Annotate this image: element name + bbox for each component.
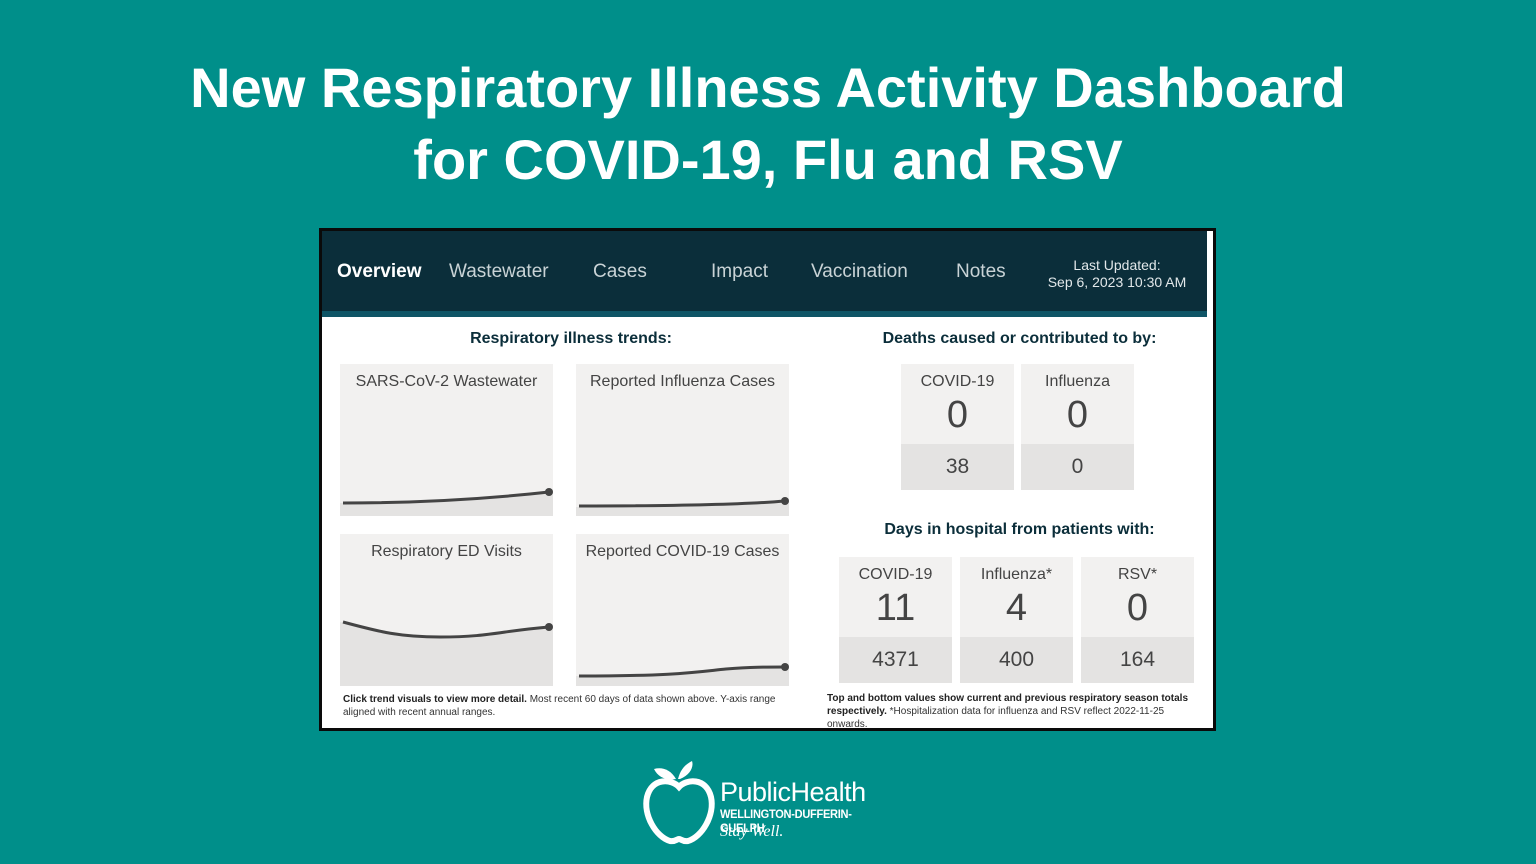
stat-name: Influenza*	[980, 566, 1053, 583]
trend-card-label: Reported Influenza Cases	[590, 373, 775, 390]
hospital-footnote: Top and bottom values show current and p…	[827, 692, 1202, 728]
tab-wastewater[interactable]: Wastewater	[449, 261, 549, 282]
stat-previous: 400	[960, 637, 1073, 683]
hospital-title: Days in hospital from patients with:	[884, 521, 1155, 538]
trend-card-influenza[interactable]: Reported Influenza Cases	[576, 364, 789, 516]
tab-notes[interactable]: Notes	[956, 261, 1006, 282]
stat-name: Influenza	[1045, 373, 1110, 390]
hospital-card-rsv: RSV* 0 164	[1081, 557, 1194, 683]
stat-name: RSV*	[1117, 566, 1158, 583]
logo-region: WELLINGTON-DUFFERIN-GUELPH	[720, 807, 852, 835]
hospital-footnote-bold: Top and bottom values show current and p…	[827, 693, 1189, 717]
trends-footnote-rest: Most recent 60 days of data shown above.…	[343, 694, 776, 718]
stat-current: 0	[946, 394, 969, 436]
logo-tagline: Stay Well.	[720, 823, 784, 840]
tab-overview[interactable]: Overview	[337, 261, 422, 282]
sparkline-chart	[340, 488, 553, 516]
trend-card-covid-cases[interactable]: Reported COVID-19 Cases	[576, 534, 789, 686]
tab-cases[interactable]: Cases	[593, 261, 647, 282]
trend-card-label: Respiratory ED Visits	[371, 543, 522, 560]
dashboard-screenshot-frame: Overview Wastewater Cases Impact Vaccina…	[319, 228, 1216, 731]
headline-line-2: for COVID-19, Flu and RSV	[413, 128, 1123, 191]
dashboard: Overview Wastewater Cases Impact Vaccina…	[322, 231, 1213, 728]
headline: New Respiratory Illness Activity Dashboa…	[0, 52, 1536, 196]
last-updated: Last Updated: Sep 6, 2023 10:30 AM	[1032, 257, 1202, 291]
stat-current: 0	[1066, 394, 1089, 436]
tab-impact[interactable]: Impact	[711, 261, 769, 282]
last-updated-label: Last Updated:	[1073, 257, 1161, 273]
hospital-card-influenza: Influenza* 4 400	[960, 557, 1073, 683]
headline-line-1: New Respiratory Illness Activity Dashboa…	[190, 56, 1346, 119]
trends-footnote: Click trend visuals to view more detail.…	[343, 693, 793, 719]
trend-card-wastewater[interactable]: SARS-CoV-2 Wastewater	[340, 364, 553, 516]
stat-previous: 0	[1021, 444, 1134, 490]
last-updated-value: Sep 6, 2023 10:30 AM	[1047, 274, 1187, 290]
public-health-logo: PublicHealth WELLINGTON-DUFFERIN-GUELPH …	[642, 757, 902, 847]
stat-previous: 38	[901, 444, 1014, 490]
apple-icon	[643, 761, 715, 845]
stat-name: COVID-19	[920, 373, 995, 390]
stat-current: 0	[1126, 587, 1149, 629]
trend-card-ed-visits[interactable]: Respiratory ED Visits	[340, 534, 553, 686]
trends-footnote-bold: Click trend visuals to view more detail.	[343, 694, 527, 705]
frame-edge	[1207, 231, 1213, 317]
sparkline-chart	[576, 663, 789, 686]
stat-current: 4	[1005, 587, 1028, 629]
hospital-card-covid: COVID-19 11 4371	[839, 557, 952, 683]
deaths-title: Deaths caused or contributed to by:	[882, 330, 1157, 347]
deaths-card-covid: COVID-19 0 38	[901, 364, 1014, 490]
sparkline-chart	[576, 497, 789, 516]
deaths-card-influenza: Influenza 0 0	[1021, 364, 1134, 490]
stat-previous: 164	[1081, 637, 1194, 683]
hospital-footnote-rest: *Hospitalization data for influenza and …	[827, 706, 1165, 728]
stat-previous: 4371	[839, 637, 952, 683]
logo-brand: PublicHealth	[720, 777, 866, 807]
trend-card-label: SARS-CoV-2 Wastewater	[355, 373, 538, 390]
dashboard-nav: Overview Wastewater Cases Impact Vaccina…	[322, 231, 1210, 317]
tab-vaccination[interactable]: Vaccination	[811, 261, 908, 282]
stat-name: COVID-19	[858, 566, 933, 583]
trends-title: Respiratory illness trends:	[470, 330, 672, 347]
stat-current: 11	[875, 587, 916, 629]
trend-card-label: Reported COVID-19 Cases	[585, 543, 780, 560]
sparkline-chart	[340, 620, 553, 686]
